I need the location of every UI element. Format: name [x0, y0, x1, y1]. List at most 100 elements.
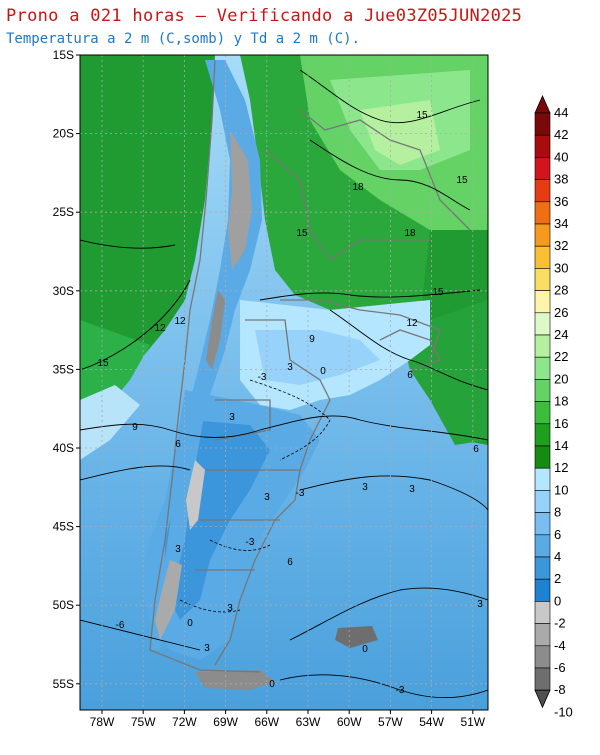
colorbar-label: 16	[554, 416, 568, 431]
lat-tick-label: 50S	[53, 598, 74, 612]
contour-label: 3	[227, 603, 233, 614]
colorbar-swatch	[534, 223, 551, 247]
contour-label: 0	[362, 644, 368, 655]
colorbar-label: 36	[554, 194, 568, 209]
colorbar-swatch	[534, 201, 551, 225]
rio-de-la-plata-coast	[379, 329, 441, 371]
colorbar-label: -4	[554, 638, 566, 653]
dashed-contour-line	[249, 379, 331, 461]
lat-tick-label: 15S	[53, 48, 74, 62]
contour-label: 3	[477, 599, 483, 610]
tierra-del-fuego-field	[195, 670, 275, 690]
colorbar-swatch	[534, 645, 551, 669]
lon-tick-label: 66W	[254, 715, 279, 729]
colorbar-label: -8	[554, 682, 566, 697]
colorbar-label: 38	[554, 172, 568, 187]
lon-tick-label: 72W	[172, 715, 197, 729]
colorbar-swatch	[534, 601, 551, 624]
colorbar-bottom-arrow	[534, 689, 551, 709]
lat-tick-label: 20S	[53, 127, 74, 141]
contour-line	[279, 674, 488, 698]
lat-tick-label: 45S	[53, 520, 74, 534]
colorbar-label: 4	[554, 549, 561, 564]
colorbar-swatch	[534, 290, 551, 314]
colorbar-label: 26	[554, 305, 568, 320]
colorbar-label: 34	[554, 216, 568, 231]
colorbar-label: -6	[554, 660, 566, 675]
pacific-coastline	[149, 59, 261, 673]
contour-label: -3	[246, 537, 255, 548]
colorbar-label: 28	[554, 283, 568, 298]
contour-line	[259, 289, 481, 301]
contour-label: 6	[473, 444, 479, 455]
contour-label: 0	[269, 679, 275, 690]
contour-line	[80, 279, 191, 371]
contour-label: 3	[362, 482, 368, 493]
contour-label: 12	[406, 318, 418, 329]
map-field	[80, 55, 488, 710]
colorbar-swatch	[534, 401, 551, 425]
lon-tick-label: 54W	[419, 715, 444, 729]
contour-label: 15	[97, 358, 109, 369]
contour-label: 0	[187, 618, 193, 629]
contour-label: 3	[204, 643, 210, 654]
andes-subzero-south	[155, 560, 182, 640]
contour-label: 18	[352, 182, 364, 193]
contour-label: -3	[296, 488, 305, 499]
contour-label: 18	[404, 228, 416, 239]
colorbar: 4442403836343230282624222018161412108642…	[534, 95, 573, 719]
lon-tick-label: 60W	[337, 715, 362, 729]
map-title: Prono a 021 horas — Verificando a Jue03Z…	[6, 6, 523, 26]
colorbar-swatch	[534, 578, 551, 602]
colorbar-swatch	[534, 556, 551, 580]
contour-label: 3	[409, 484, 415, 495]
colorbar-swatch	[534, 379, 551, 402]
colorbar-label: 12	[554, 460, 568, 475]
dewpoint-contours	[179, 379, 331, 613]
contour-label: 12	[154, 323, 166, 334]
colorbar-label: 14	[554, 438, 568, 453]
colorbar-label: 40	[554, 149, 568, 164]
malvinas-field	[335, 626, 378, 648]
colorbar-swatch	[534, 534, 551, 558]
colorbar-swatch	[534, 134, 551, 158]
colorbar-label: 22	[554, 349, 568, 364]
dashed-contour-line	[209, 539, 271, 551]
contour-line	[289, 587, 488, 641]
contour-line	[309, 139, 471, 211]
contour-labels: 15 18 15 15 18 15 12 12 12 9 15 6 3 0 3 9 6 -3 6 3 -3 3 3 -3 3 6 0…	[97, 110, 483, 696]
contour-line	[329, 309, 488, 391]
colorbar-swatch	[534, 112, 551, 136]
colorbar-label: 20	[554, 371, 568, 386]
lat-tick-label: 40S	[53, 441, 74, 455]
contour-label: 9	[309, 334, 315, 345]
lon-tick-label: 69W	[213, 715, 238, 729]
contour-label: 15	[416, 110, 428, 121]
colorbar-label: 8	[554, 505, 561, 520]
colorbar-label: 30	[554, 260, 568, 275]
colorbar-label: 44	[554, 105, 568, 120]
graticule	[80, 55, 488, 710]
colorbar-top-arrow	[534, 95, 551, 114]
colorbar-swatch	[534, 490, 551, 513]
andes-subzero-north	[206, 290, 225, 370]
contour-label: 9	[132, 422, 138, 433]
colorbar-swatch	[534, 312, 551, 336]
contour-label: 6	[287, 557, 293, 568]
lat-tick-label: 30S	[53, 284, 74, 298]
contour-label: 3	[287, 362, 293, 373]
contour-label: 3	[229, 412, 235, 423]
map-frame	[79, 54, 489, 711]
continent-hottest-field	[360, 100, 440, 165]
longitude-axis: 78W 75W 72W 69W 66W 63W 60W 57W 54W 51W	[90, 710, 486, 729]
contour-line	[80, 465, 191, 481]
lon-tick-label: 57W	[378, 715, 403, 729]
contour-label: -3	[396, 685, 405, 696]
isotherm-contours	[80, 69, 488, 698]
colorbar-swatch	[534, 512, 551, 536]
colorbar-swatch	[534, 245, 551, 269]
contour-label: 6	[407, 370, 413, 381]
contour-line	[299, 475, 488, 511]
lat-tick-label: 35S	[53, 362, 74, 376]
